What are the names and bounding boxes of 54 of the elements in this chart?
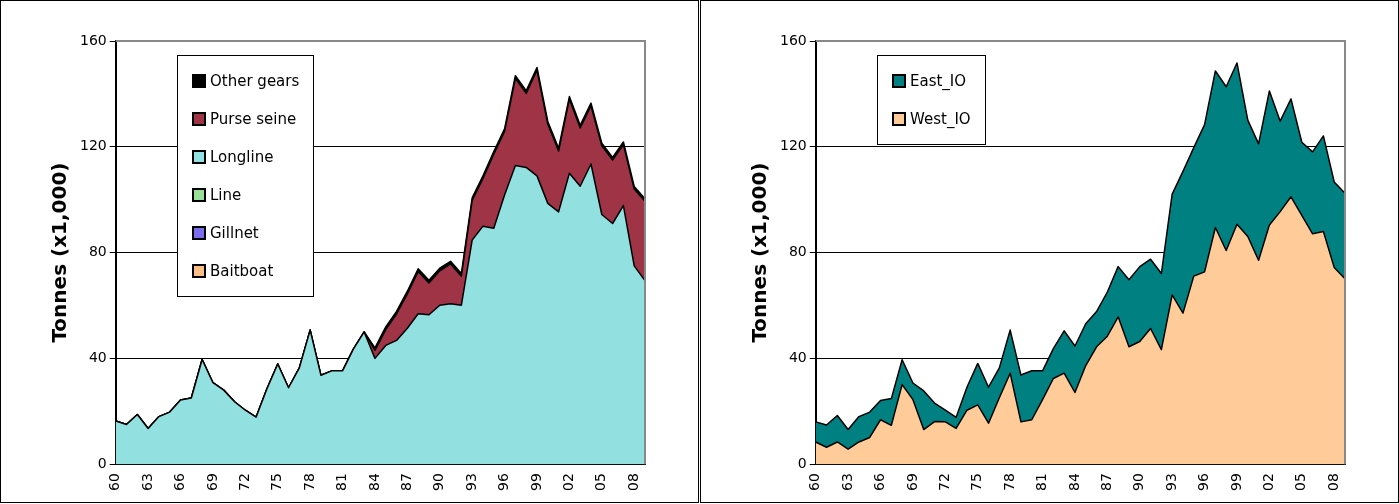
x-tick-label: 69 [903,473,920,492]
x-tick-label: 81 [333,473,350,492]
x-tick-label: 99 [527,473,544,492]
x-tick-label: 69 [203,473,220,492]
y-axis-title: Tonnes (x1,000) [47,162,72,343]
y-axis-title: Tonnes (x1,000) [747,162,772,343]
x-tick-label: 63 [138,473,155,492]
x-tick-label: 63 [838,473,855,492]
legend-label: West_IO [910,110,971,128]
x-tick-label: 93 [462,473,479,492]
x-tick-label: 05 [1292,473,1309,492]
x-tick-label: 60 [106,473,123,492]
y-tick-label: 160 [79,31,107,48]
y-tick-label: 0 [97,454,107,471]
y-tick-label: 80 [88,243,107,260]
x-tick-label: 93 [1162,473,1179,492]
x-tick-label: 84 [1065,473,1082,492]
x-tick-label: 72 [935,473,952,492]
x-tick-label: 02 [560,473,577,492]
y-tick-label: 40 [788,349,807,366]
x-tick-label: 78 [300,473,317,492]
legend-label: Purse seine [210,110,297,128]
y-tick-label: 120 [779,137,807,154]
legend-label: East_IO [910,72,967,90]
legend-label: Longline [210,148,274,166]
x-tick-label: 08 [1324,473,1341,492]
x-tick-label: 72 [235,473,252,492]
legend-label: Other gears [210,72,300,90]
legend-label: Line [210,186,242,204]
x-tick-label: 08 [624,473,641,492]
x-tick-label: 87 [1098,473,1115,492]
x-tick-label: 84 [365,473,382,492]
x-tick-label: 05 [592,473,609,492]
x-tick-label: 66 [171,473,188,492]
y-tick-label: 120 [79,137,107,154]
x-tick-label: 02 [1260,473,1277,492]
x-tick-label: 99 [1227,473,1244,492]
x-tick-label: 78 [1000,473,1017,492]
x-tick-label: 90 [430,473,447,492]
x-tick-label: 75 [968,473,985,492]
x-tick-label: 90 [1130,473,1147,492]
y-tick-label: 40 [88,349,107,366]
y-tick-label: 0 [797,454,807,471]
y-tick-label: 160 [779,31,807,48]
legend-label: Baitboat [210,262,274,280]
x-tick-label: 87 [398,473,415,492]
x-tick-label: 66 [871,473,888,492]
x-tick-label: 75 [268,473,285,492]
x-tick-label: 60 [806,473,823,492]
legend-label: Gillnet [210,224,259,242]
x-tick-label: 96 [495,473,512,492]
x-tick-label: 96 [1195,473,1212,492]
x-tick-label: 81 [1033,473,1050,492]
y-tick-label: 80 [788,243,807,260]
